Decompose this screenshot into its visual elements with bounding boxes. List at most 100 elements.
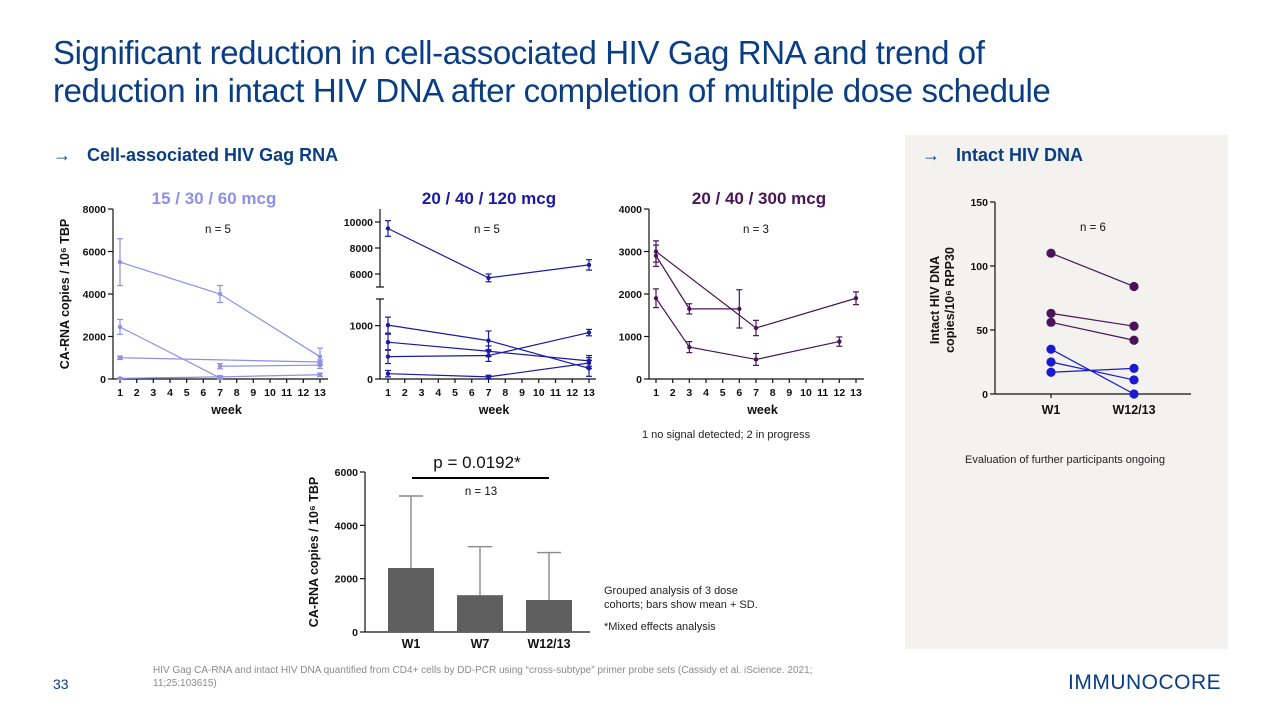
data-point [687, 306, 692, 312]
c3-x-tick-label: 10 [800, 387, 812, 399]
c3-x-tick-label: 4 [703, 387, 709, 399]
arrow-right-icon: → [922, 145, 940, 165]
c2-x-tick-label: 10 [533, 387, 545, 399]
data-point [1129, 335, 1139, 345]
bar-w7 [457, 595, 503, 632]
data-point [1129, 389, 1139, 399]
c3-x-tick-label: 8 [770, 387, 776, 399]
c3-x-tick-label: 2 [670, 387, 676, 399]
dna-x-tick-label: W12/13 [1112, 403, 1155, 417]
data-point [737, 306, 742, 312]
pair-line [1050, 321, 1135, 341]
pair-line [1050, 367, 1135, 373]
data-point [586, 360, 592, 366]
dna-y-tick-label: 0 [982, 389, 988, 401]
slide-title: Significant reduction in cell-associated… [53, 34, 1253, 110]
dna-participant-1 [1046, 248, 1139, 292]
c2-x-tick-label: 6 [469, 387, 475, 399]
c3-series-2 [653, 244, 743, 329]
chart3-note: 1 no signal detected; 2 in progress [642, 429, 811, 441]
dna-participant-6 [1046, 363, 1139, 377]
series-line [219, 364, 321, 367]
data-point [317, 362, 323, 368]
pair-line [1050, 348, 1135, 395]
c1-y-tick-label: 0 [100, 374, 106, 386]
c2-y-tick-label: 8000 [350, 243, 374, 255]
pair-line [1050, 361, 1135, 381]
data-point [1046, 367, 1056, 377]
c2-x-tick-label: 9 [519, 387, 525, 399]
c1-x-tick-label: 9 [250, 387, 256, 399]
c2-y-tick-label: 0 [367, 374, 373, 386]
footnote: HIV Gag CA-RNA and intact HIV DNA quanti… [153, 664, 1053, 690]
intact-dna-chart: n = 6 0 50 100 150 W1 W12/13 Intact HIV DNA copi… [928, 197, 1191, 417]
bar-y-tick-label: 2000 [335, 574, 359, 586]
section-heading-ca-rna: → Cell-associated HIV Gag RNA [53, 145, 338, 166]
y-axis-label-line-2: copies/10⁶ RPP30 [943, 247, 957, 353]
data-point [1129, 363, 1139, 373]
data-point [117, 355, 123, 360]
c2-x-axis-label: week [478, 403, 510, 417]
chart-15-30-60: 15 / 30 / 60 mcg n = 5 0 2000 4000 6000 8000 1 2… [58, 189, 328, 417]
c1-series-1 [117, 238, 323, 366]
c1-x-tick-label: 11 [281, 387, 292, 399]
data-point [385, 226, 391, 231]
data-point [1046, 344, 1056, 354]
data-point [1046, 357, 1056, 367]
c1-x-tick-label: 6 [200, 387, 206, 399]
data-point [1046, 317, 1056, 327]
footnote-line-2: 11;25:103615) [153, 678, 217, 689]
dna-participant-4 [1046, 344, 1139, 399]
c2-y-tick-label: 1000 [350, 321, 374, 333]
c1-series-4 [217, 361, 323, 370]
chart-title: 20 / 40 / 120 mcg [422, 189, 556, 208]
n-annotation: n = 5 [205, 224, 231, 236]
c1-series-2 [117, 318, 223, 381]
data-point [853, 296, 859, 301]
data-point [653, 296, 659, 301]
c3-x-tick-label: 7 [753, 387, 759, 399]
data-point [753, 357, 759, 362]
data-point [837, 339, 842, 344]
c1-x-tick-label: 13 [314, 387, 326, 399]
c3-y-tick-label: 4000 [619, 204, 643, 216]
company-logo: IMMUNOCORE [1068, 671, 1222, 694]
bar-y-tick-label: 6000 [335, 467, 359, 479]
c2-x-tick-label: 11 [550, 387, 561, 399]
data-point [117, 259, 123, 265]
data-point [486, 353, 491, 358]
data-point [1046, 248, 1056, 258]
c1-x-tick-label: 1 [117, 387, 123, 399]
series-line [119, 326, 221, 379]
data-point [586, 262, 592, 268]
y-axis-label: CA-RNA copies / 10⁶ TBP [58, 219, 72, 369]
data-point [317, 354, 323, 359]
c2-y-tick-label: 6000 [350, 269, 374, 281]
bar-note-line-2: cohorts; bars show mean + SD. [604, 599, 758, 611]
c2-x-tick-label: 2 [402, 387, 408, 399]
data-point [653, 253, 659, 258]
data-point [1129, 281, 1139, 292]
c2-x-tick-label: 13 [583, 387, 595, 399]
c3-y-tick-label: 2000 [619, 289, 643, 301]
data-point [486, 374, 491, 380]
intact-dna-panel [905, 135, 1228, 649]
bar-x-tick-label: W7 [471, 637, 490, 651]
dna-y-tick-label: 150 [970, 197, 988, 209]
c1-series-3 [117, 355, 323, 365]
c2-series-1 [385, 220, 592, 283]
c3-x-axis-label: week [746, 403, 778, 417]
grouped-bar-chart: p = 0.0192* n = 13 0 2000 4000 6000 CA-RNA cop… [307, 453, 590, 651]
y-axis-label: CA-RNA copies / 10⁶ TBP [307, 477, 321, 627]
c2-x-tick-label: 1 [385, 387, 391, 399]
data-point [385, 340, 391, 345]
dna-participant-5 [1046, 357, 1139, 385]
pair-line [1050, 252, 1135, 288]
chart-title: 15 / 30 / 60 mcg [152, 189, 277, 208]
section-heading-intact-dna: → Intact HIV DNA [922, 145, 1083, 166]
arrow-right-icon: → [53, 145, 71, 165]
data-point [385, 371, 391, 376]
c3-x-tick-label: 12 [833, 387, 845, 399]
c3-x-tick-label: 9 [786, 387, 792, 399]
